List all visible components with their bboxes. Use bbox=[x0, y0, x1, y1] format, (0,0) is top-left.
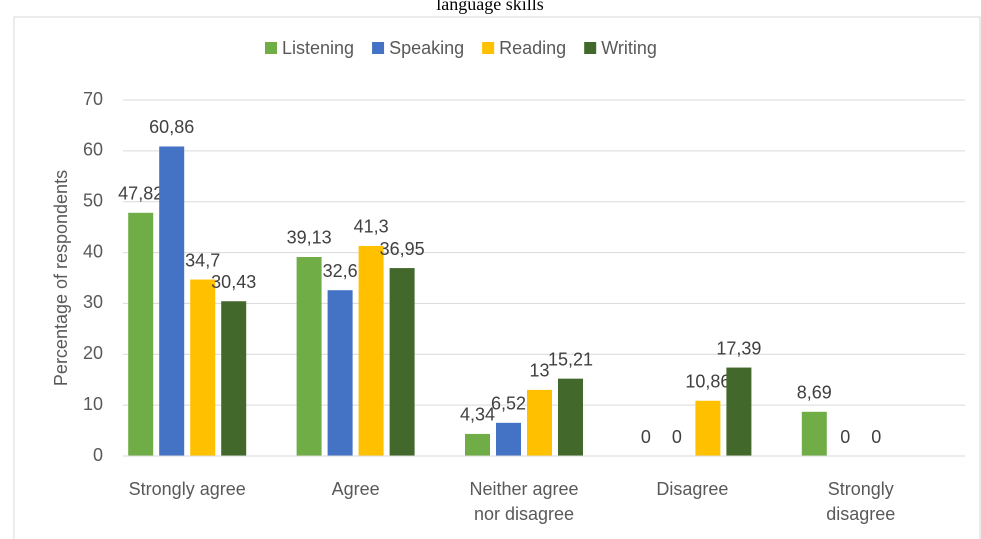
data-label: 60,86 bbox=[149, 117, 194, 137]
bar bbox=[221, 301, 247, 456]
y-tick-label: 40 bbox=[83, 241, 103, 261]
data-label: 4,34 bbox=[460, 405, 495, 425]
data-label: 10,86 bbox=[685, 372, 730, 392]
bar bbox=[465, 433, 490, 456]
bar bbox=[801, 411, 827, 456]
data-label: 6,52 bbox=[491, 394, 526, 414]
data-label: 47,82 bbox=[118, 184, 163, 204]
legend-label: Reading bbox=[499, 38, 566, 58]
legend-label: Writing bbox=[601, 38, 657, 58]
y-tick-label: 50 bbox=[83, 190, 103, 210]
y-tick-label: 10 bbox=[83, 394, 103, 414]
y-tick-label: 60 bbox=[83, 140, 103, 160]
bar bbox=[190, 279, 216, 456]
bar bbox=[527, 389, 552, 456]
bar bbox=[159, 146, 185, 456]
y-tick-label: 70 bbox=[83, 89, 103, 109]
data-label: 8,69 bbox=[797, 383, 832, 403]
data-label: 0 bbox=[871, 427, 881, 447]
data-label: 15,21 bbox=[548, 349, 593, 369]
bar bbox=[327, 290, 353, 456]
data-label: 34,7 bbox=[185, 250, 220, 270]
x-tick-label: Neither agree nor disagree bbox=[469, 479, 578, 524]
legend-label: Listening bbox=[282, 38, 354, 58]
legend-swatch bbox=[482, 42, 495, 54]
x-tick-label: Strongly disagree bbox=[826, 479, 895, 524]
data-label: 39,13 bbox=[287, 228, 332, 248]
legend-swatch bbox=[265, 42, 277, 54]
bar bbox=[128, 212, 154, 456]
y-tick-label: 0 bbox=[93, 445, 103, 465]
bar bbox=[496, 422, 521, 456]
data-label: 41,3 bbox=[354, 217, 389, 237]
x-tick-label: Agree bbox=[332, 479, 380, 499]
bar bbox=[358, 245, 384, 456]
legend-label: Speaking bbox=[389, 38, 464, 58]
data-label: 32,6 bbox=[323, 261, 358, 281]
y-axis-label: Percentage of respondents bbox=[51, 170, 71, 386]
y-tick-label: 30 bbox=[83, 292, 103, 312]
bar bbox=[296, 256, 322, 456]
y-tick-label: 20 bbox=[83, 343, 103, 363]
data-label: 36,95 bbox=[380, 239, 425, 259]
x-tick-label: Disagree bbox=[656, 479, 728, 499]
bar bbox=[389, 268, 415, 456]
data-label: 30,43 bbox=[211, 272, 256, 292]
x-tick-label: Strongly agree bbox=[129, 479, 246, 499]
data-label: 0 bbox=[641, 427, 651, 447]
data-label: 17,39 bbox=[716, 338, 761, 358]
bar bbox=[726, 367, 752, 456]
chart-title: language skills bbox=[436, 0, 543, 14]
data-label: 0 bbox=[672, 427, 682, 447]
bar bbox=[558, 378, 583, 456]
data-label: 13 bbox=[529, 361, 549, 381]
legend-swatch bbox=[584, 42, 597, 54]
chart-border bbox=[13, 16, 981, 539]
data-label: 0 bbox=[840, 427, 850, 447]
legend-swatch bbox=[372, 42, 385, 54]
bar bbox=[695, 400, 721, 456]
